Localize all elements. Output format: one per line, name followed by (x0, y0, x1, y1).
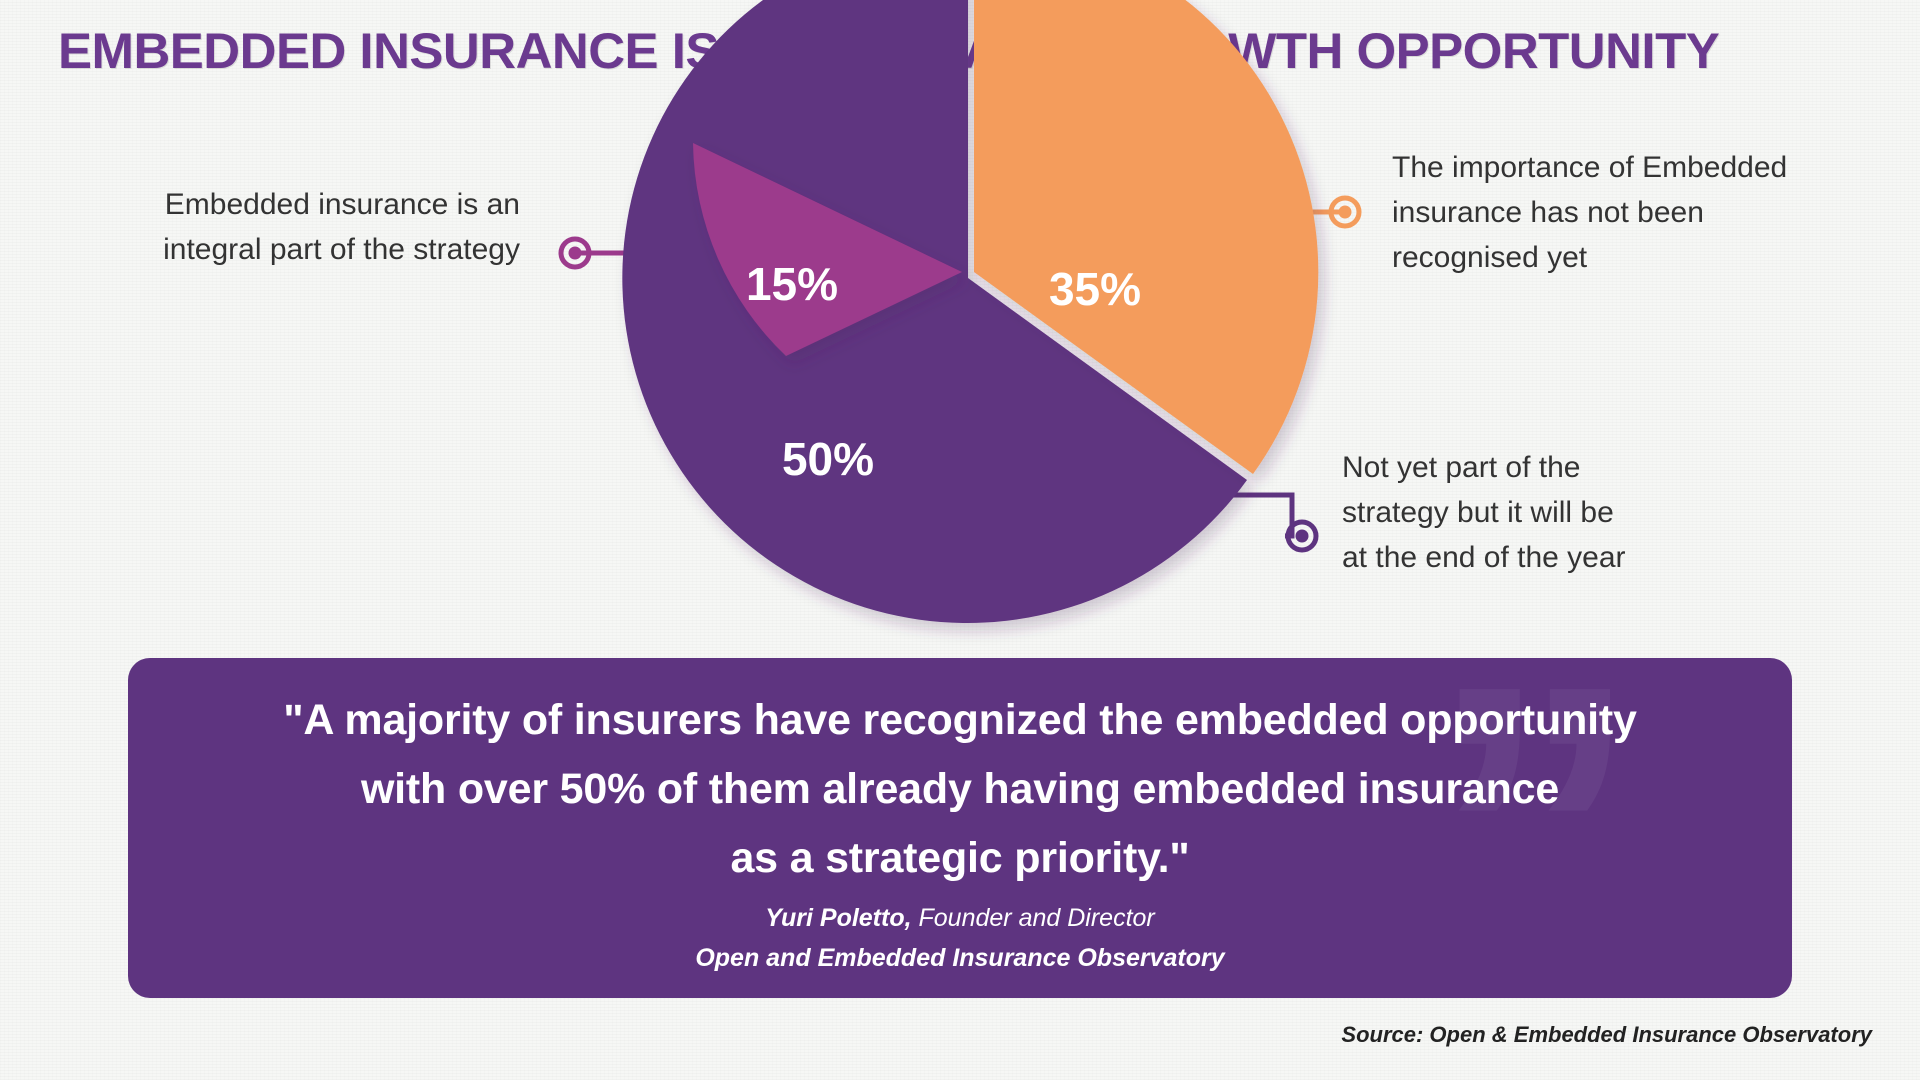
connector-bottom-right (1232, 492, 1319, 553)
pie-chart-svg: 15% 35% 50% (558, 0, 1362, 623)
slice-label-50: 50% (782, 433, 874, 485)
callout-label-top-right: The importance of Embedded insurance has… (1392, 151, 1788, 274)
pie-slice-35[interactable] (974, 0, 1319, 474)
quote-card: ” "A majority of insurers have recognize… (128, 658, 1792, 998)
attribution-line-1: Yuri Poletto, Founder and Director (128, 898, 1792, 938)
pie-slice-15[interactable] (693, 143, 962, 356)
quote-line-1: "A majority of insurers have recognized … (283, 696, 1637, 744)
quote-line-3: as a strategic priority." (730, 834, 1190, 882)
author-name: Yuri Poletto, (765, 904, 912, 932)
slice-label-15: 15% (746, 258, 838, 310)
pie-chart-region: 15% 35% 50% (558, 0, 1362, 623)
pie-slice-50[interactable] (622, 0, 1247, 623)
callout-label-bottom-right: Not yet part of the strategy but it will… (1342, 451, 1626, 574)
author-role: Founder and Director (911, 904, 1155, 932)
source-note: Source: Open & Embedded Insurance Observ… (1341, 1022, 1872, 1047)
quote-line-2: with over 50% of them already having emb… (360, 765, 1560, 813)
callout-label-left: Embedded insurance is an integral part o… (163, 188, 520, 266)
quote-text: "A majority of insurers have recognized … (128, 686, 1792, 893)
quote-attribution: Yuri Poletto, Founder and Director Open … (128, 898, 1792, 978)
slice-label-35: 35% (1049, 263, 1141, 315)
attribution-organization: Open and Embedded Insurance Observatory (695, 944, 1225, 972)
